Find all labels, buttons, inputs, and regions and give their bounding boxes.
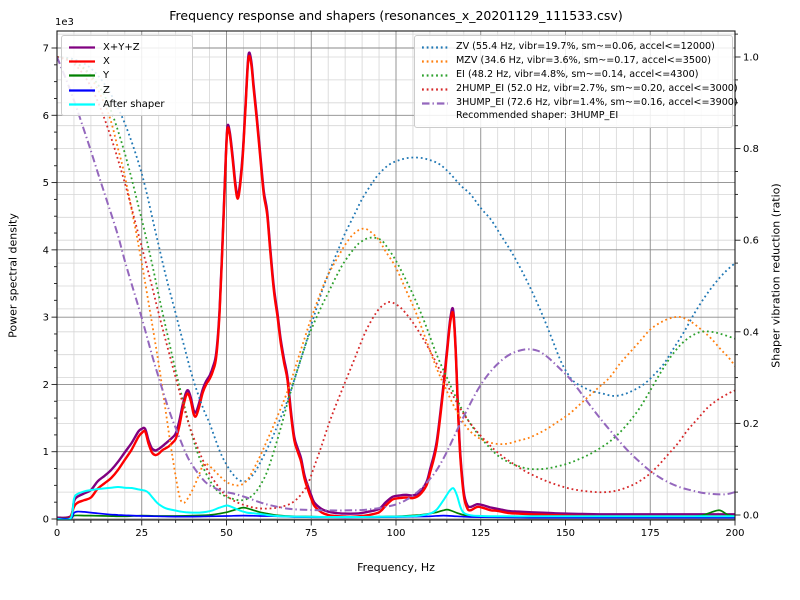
y-axis-scale-multiplier: 1e3 (55, 17, 74, 28)
legend-item-label: After shaper (103, 98, 165, 110)
tick-label: 6 (43, 111, 49, 122)
line-sample-dotted (422, 88, 448, 91)
tick-label: 200 (725, 528, 744, 539)
tick-label: 0 (43, 515, 49, 526)
tick-label: 3 (43, 313, 49, 324)
tick-label: 25 (135, 528, 148, 539)
tick-label: 0.8 (743, 144, 759, 155)
line-sample-dotted (422, 46, 448, 49)
legend-item-label: X+Y+Z (103, 42, 140, 53)
line-sample-solid (69, 88, 95, 92)
tick-label: 5 (43, 178, 49, 189)
legend-shapers: ZV (55.4 Hz, vibr=19.7%, sm~=0.06, accel… (414, 35, 738, 129)
tick-label: 7 (43, 44, 49, 55)
curve-z (57, 510, 735, 520)
y-right-axis-label: Shaper vibration reduction (ratio) (769, 183, 783, 368)
legend-item: Z (68, 84, 185, 97)
legend-item-label: EI (48.2 Hz, vibr=4.8%, sm~=0.14, accel<… (456, 68, 699, 80)
legend-item-label: MZV (34.6 Hz, vibr=3.6%, sm~=0.17, accel… (456, 55, 711, 67)
legend-item: X+Y+Z (68, 41, 185, 54)
tick-label: 150 (556, 528, 575, 539)
axis-ticks (51, 33, 741, 526)
chart-title: Frequency response and shapers (resonanc… (169, 8, 623, 23)
line-sample-solid (69, 60, 95, 63)
legend-item-label: X (103, 56, 110, 68)
tick-label: 0.0 (743, 511, 759, 522)
legend-item-label: 3HUMP_EI (72.6 Hz, vibr=1.4%, sm~=0.16, … (456, 96, 738, 108)
legend-item: 3HUMP_EI (72.6 Hz, vibr=1.4%, sm~=0.16, … (421, 97, 738, 110)
data-curves (57, 51, 735, 520)
line-sample-dotted (422, 60, 448, 63)
legend-item-label: 2HUMP_EI (52.0 Hz, vibr=2.7%, sm~=0.20, … (456, 82, 738, 94)
line-sample-solid (69, 103, 95, 106)
line-sample-solid (69, 74, 95, 77)
legend-item-label: ZV (55.4 Hz, vibr=19.7%, sm~=0.06, accel… (456, 41, 715, 53)
curve-after-shaper (57, 486, 735, 520)
tick-label: 2 (43, 380, 49, 391)
recommended-shaper-note: Recommended shaper: 3HUMP_EI (456, 110, 619, 122)
curve-3hump-ei (57, 56, 735, 512)
x-axis-label: Frequency, Hz (357, 561, 435, 574)
tick-label: 175 (641, 528, 660, 539)
legend-item-label: Y (103, 70, 110, 82)
legend-item: X (68, 55, 185, 68)
tick-label: 100 (386, 528, 405, 539)
curve-mzv (57, 56, 735, 504)
tick-label: 0.6 (743, 236, 759, 247)
legend-item: ZV (55.4 Hz, vibr=19.7%, sm~=0.06, accel… (421, 41, 725, 54)
legend-item: EI (48.2 Hz, vibr=4.8%, sm~=0.14, accel<… (421, 69, 725, 82)
tick-label: 0 (54, 528, 60, 539)
tick-label: 125 (471, 528, 490, 539)
legend-item: Y (68, 69, 185, 82)
line-sample-dotted (422, 74, 448, 77)
y-left-axis-label: Power spectral density (6, 213, 20, 338)
tick-label: 50 (220, 528, 233, 539)
curve-ei (57, 56, 735, 502)
line-sample-solid (69, 46, 95, 49)
tick-label: 0.4 (743, 327, 759, 338)
curve-x (57, 54, 735, 520)
tick-label: 0.2 (743, 419, 759, 430)
legend-item: 2HUMP_EI (52.0 Hz, vibr=2.7%, sm~=0.20, … (421, 83, 738, 96)
axis-tick-labels: 0 25 50 75 100 125 150 175 200 0 1 2 3 4 5 6 7 0.0 0.2 0.4 0… (43, 44, 759, 539)
tick-label: 1 (43, 447, 49, 458)
legend-item: After shaper (68, 98, 185, 111)
tick-label: 75 (305, 528, 318, 539)
tick-label: 1.0 (743, 53, 759, 64)
tick-label: 4 (43, 245, 49, 256)
legend-item: MZV (34.6 Hz, vibr=3.6%, sm~=0.17, accel… (421, 55, 725, 68)
legend-psd-curves: X+Y+Z X Y Z After shaper (61, 35, 193, 116)
line-sample-dashdot (422, 101, 448, 105)
legend-item-label: Z (103, 84, 110, 96)
